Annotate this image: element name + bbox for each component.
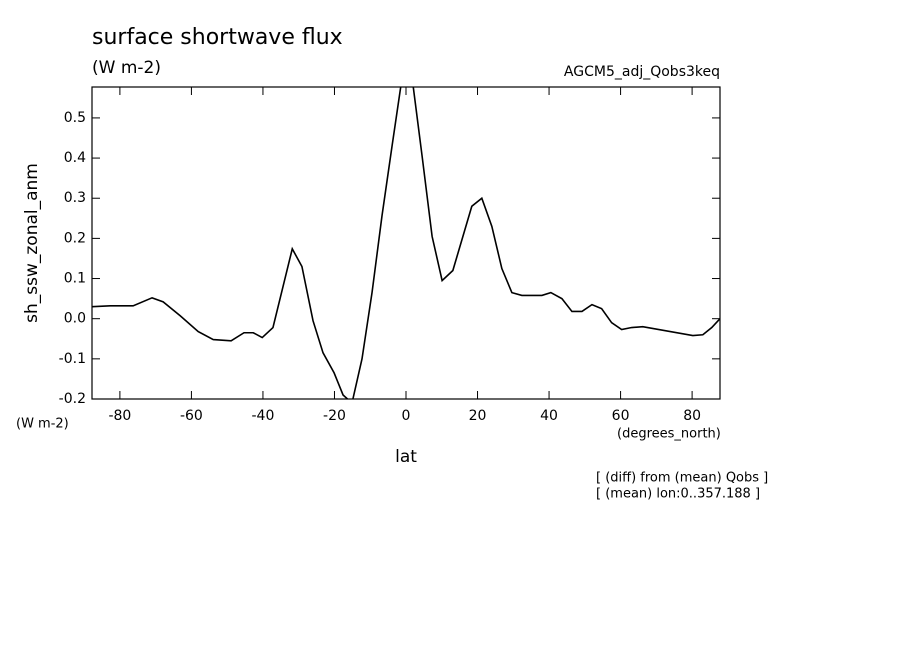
y-tick-label: 0.2 [64, 230, 86, 246]
x-tick-label: 40 [540, 408, 558, 424]
data-line [92, 87, 720, 399]
chart-title: surface shortwave flux [92, 25, 343, 50]
run-label: AGCM5_adj_Qobs3keq [564, 64, 720, 80]
y-tick-label: 0.5 [64, 110, 86, 126]
x-tick-label: 80 [683, 408, 701, 424]
x-tick-label: 0 [402, 408, 411, 424]
y-tick-label: -0.2 [59, 391, 86, 407]
note: [ (mean) lon:0..357.188 ] [596, 487, 760, 502]
y-tick-label: 0.3 [64, 190, 86, 206]
x-axis-label: lat [395, 447, 417, 467]
x-tick-label: 20 [469, 408, 487, 424]
y-axis-label: sh_ssw_zonal_anm [22, 163, 42, 323]
y-tick-label: -0.1 [59, 351, 86, 367]
y-tick-label: 0.0 [64, 311, 86, 327]
y-units: (W m-2) [16, 417, 69, 432]
x-tick-label: -80 [108, 408, 131, 424]
x-tick-label: -40 [252, 408, 275, 424]
x-units: (degrees_north) [617, 427, 721, 442]
note: [ (diff) from (mean) Qobs ] [596, 471, 768, 486]
y-tick-label: 0.1 [64, 271, 86, 287]
y-tick-label: 0.4 [64, 150, 86, 166]
chart-subtitle: (W m-2) [92, 58, 161, 78]
x-tick-label: 60 [612, 408, 630, 424]
x-tick-label: -20 [323, 408, 346, 424]
x-tick-label: -60 [180, 408, 203, 424]
